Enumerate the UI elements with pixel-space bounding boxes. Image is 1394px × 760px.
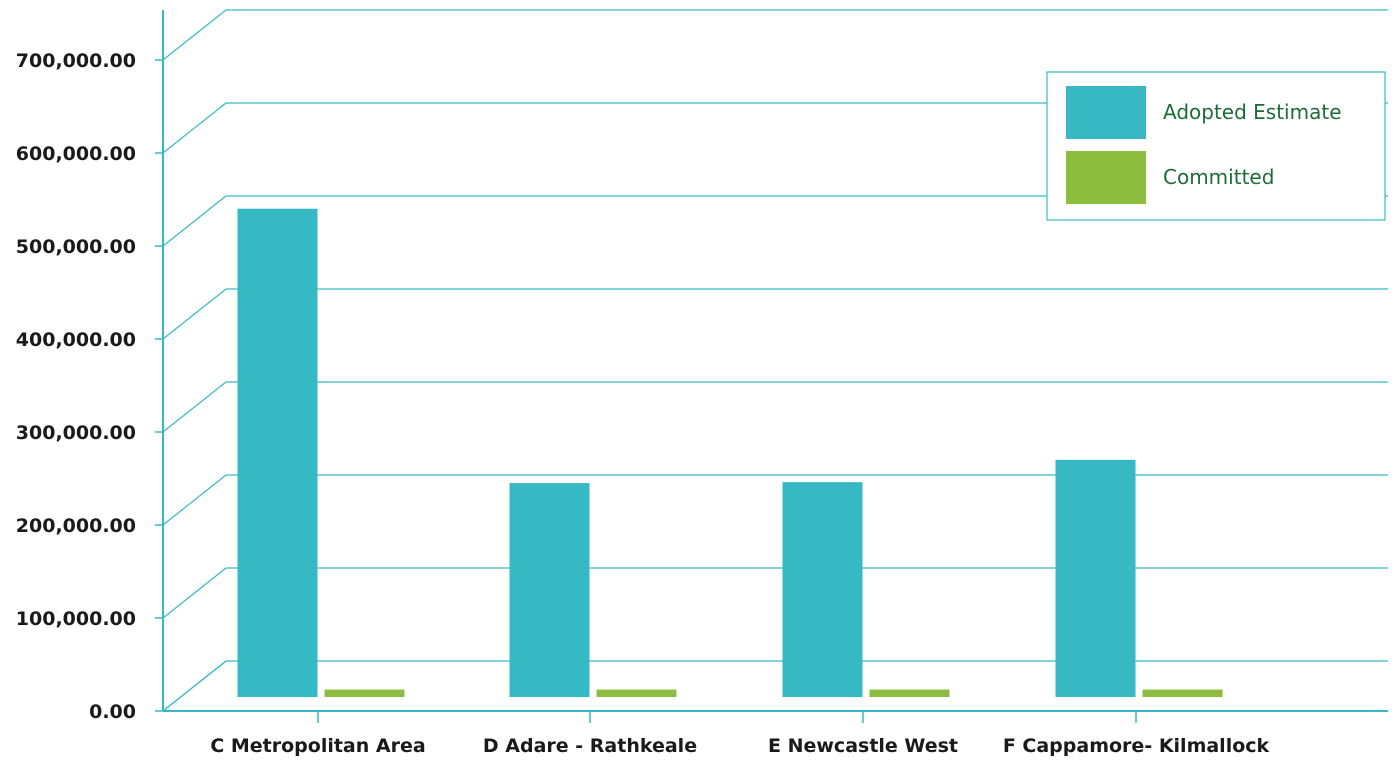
bar-committed: [869, 689, 950, 697]
floor-diagonal: [162, 660, 227, 712]
grid-diagonal: [162, 102, 227, 154]
legend-entry: Committed: [1163, 165, 1274, 189]
legend-entry: Adopted Estimate: [1163, 100, 1342, 124]
y-tick-label: 400,000.00: [16, 329, 136, 351]
y-tick-label: 200,000.00: [16, 515, 136, 537]
legend-swatch: [1066, 86, 1146, 139]
bar-committed: [324, 689, 405, 697]
grid-diagonal: [162, 195, 227, 247]
x-tick-label: E Newcastle West: [768, 735, 958, 757]
y-tick-label: 500,000.00: [16, 236, 136, 258]
y-tick-label: 700,000.00: [16, 50, 136, 72]
bar-adopted-estimate: [509, 483, 590, 697]
bar-adopted-estimate: [237, 208, 318, 697]
bar-committed: [596, 689, 677, 697]
legend: Adopted Estimate Committed: [1046, 71, 1386, 221]
y-tick-label: 300,000.00: [16, 422, 136, 444]
axis-labels: 0.00 100,000.00 200,000.00 300,000.00 400,00…: [16, 50, 1270, 757]
x-tick-label: F Cappamore- Kilmallock: [1003, 735, 1270, 757]
x-tick-label: C Metropolitan Area: [210, 735, 425, 757]
y-tick-label: 600,000.00: [16, 143, 136, 165]
x-tick-label: D Adare - Rathkeale: [483, 735, 697, 757]
bar-adopted-estimate: [782, 482, 863, 697]
grid-diagonal: [162, 9, 227, 61]
bar-committed: [1142, 689, 1223, 697]
grid-diagonal: [162, 474, 227, 526]
axes: [155, 10, 1388, 723]
bar-adopted-estimate: [1055, 459, 1136, 697]
y-tick-label: 0.00: [89, 701, 136, 723]
y-tick-label: 100,000.00: [16, 608, 136, 630]
bars: [237, 208, 1223, 697]
legend-swatch: [1066, 151, 1146, 204]
grid-diagonal: [162, 288, 227, 340]
grid-diagonal: [162, 381, 227, 433]
grid-diagonal: [162, 567, 227, 619]
